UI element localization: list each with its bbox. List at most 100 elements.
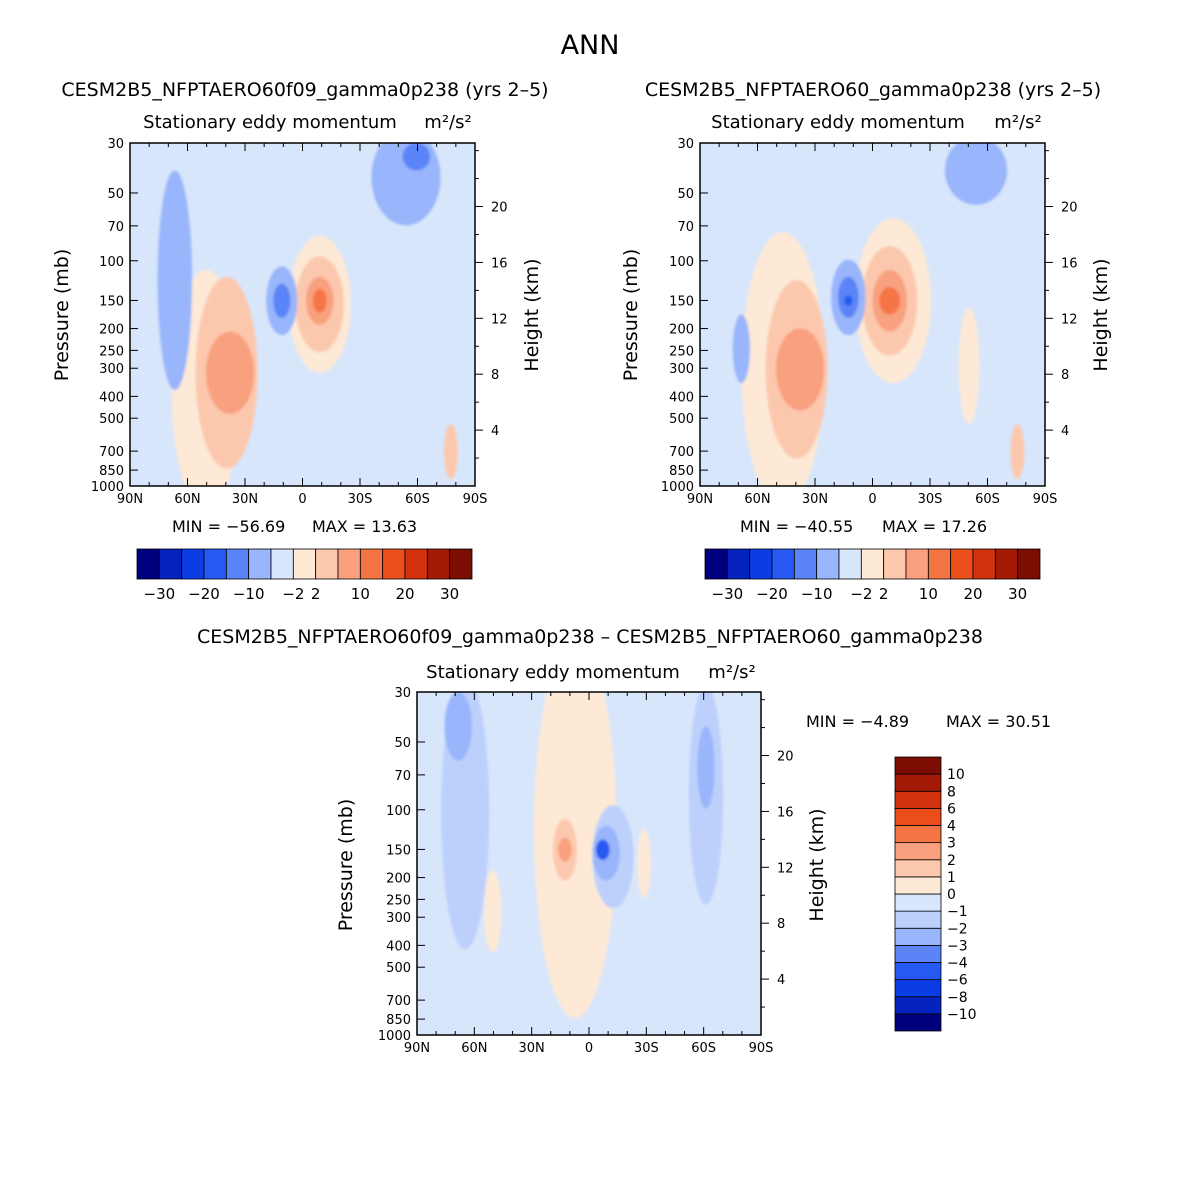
y-tick-label: 1000: [91, 480, 124, 495]
colorbar-label: −10: [801, 585, 833, 603]
colorbar-swatch: [894, 825, 942, 844]
y-right-tick-label: 12: [491, 312, 508, 327]
x-tick-label: 60S: [975, 492, 1000, 507]
colorbar: −30 −20 −10 −2 2 10 20 30: [704, 548, 1041, 603]
y-right-tick-label: 4: [1061, 424, 1069, 439]
x-tick-label: 60S: [691, 1041, 716, 1056]
contour-region: [444, 692, 473, 761]
y-tick-label: 850: [669, 464, 694, 479]
x-tick-label: 30N: [802, 492, 828, 507]
y-tick-label: 30: [394, 686, 411, 701]
colorbar-swatch: [404, 548, 428, 580]
contour-region: [879, 287, 901, 315]
colorbar-label: −1: [947, 904, 968, 920]
y-tick-label: 500: [669, 412, 694, 427]
y-tick-label: 200: [99, 323, 124, 338]
colorbar-swatch: [972, 548, 996, 580]
y-tick-label: 150: [386, 843, 411, 858]
x-tick-label: 30S: [918, 492, 943, 507]
colorbar-label: −20: [756, 585, 788, 603]
contour-region: [775, 328, 825, 411]
max-label: MAX = 13.63: [312, 517, 417, 536]
panel-units: m²/s²: [424, 112, 471, 133]
colorbar-label: 10: [351, 585, 370, 603]
colorbar-label: −6: [947, 973, 968, 989]
y-tick-label: 250: [386, 893, 411, 908]
x-tick-label: 90S: [749, 1041, 774, 1056]
colorbar-label: 30: [1008, 585, 1027, 603]
colorbar-swatch: [726, 548, 751, 580]
colorbar-swatch: [894, 979, 942, 998]
colorbar-swatch: [838, 548, 862, 580]
colorbar-label: 4: [947, 819, 956, 835]
colorbar-swatch: [894, 910, 942, 929]
panel-top-left: CESM2B5_NFPTAERO60f09_gamma0p238 (yrs 2–…: [51, 79, 549, 603]
x-tick-label: 30N: [232, 492, 258, 507]
colorbar-swatch: [994, 548, 1019, 580]
y-tick-label: 700: [386, 994, 411, 1009]
contour-region: [637, 829, 651, 898]
x-tick-label: 60S: [405, 492, 430, 507]
colorbar-swatch: [771, 548, 795, 580]
colorbar-swatch: [950, 548, 974, 580]
x-tick-label: 0: [868, 492, 876, 507]
colorbar-label: −2: [850, 585, 872, 603]
colorbar-swatch: [894, 1013, 942, 1032]
colorbar-label: −3: [947, 938, 968, 954]
panel-subtitle: Stationary eddy momentum: [143, 112, 397, 133]
contour-region: [558, 837, 572, 862]
y-right-tick-label: 20: [777, 750, 794, 765]
y-right-tick-label: 20: [1061, 201, 1078, 216]
colorbar-label: 20: [963, 585, 982, 603]
panel-subtitle: Stationary eddy momentum: [426, 662, 680, 683]
colorbar-label: −30: [712, 585, 744, 603]
colorbar-label: 10: [919, 585, 938, 603]
colorbar-swatch: [749, 548, 773, 580]
x-tick-label: 90N: [117, 492, 143, 507]
x-tick-label: 90S: [463, 492, 488, 507]
x-tick-label: 60N: [461, 1041, 487, 1056]
y-right-tick-label: 20: [491, 201, 508, 216]
colorbar-label: −2: [947, 921, 968, 937]
colorbar-label: −10: [947, 1007, 977, 1023]
y-right-tick-label: 16: [777, 805, 794, 820]
contour-plot: 90N 60N 30N 0 30S 60S 90S 30 50 70 100 150 200 250 300…: [661, 137, 1078, 507]
colorbar-swatch: [894, 876, 942, 895]
colorbar-label: −4: [947, 956, 968, 972]
contour-region: [443, 424, 458, 480]
colorbar-swatch: [426, 548, 451, 580]
colorbar-label: 1: [947, 870, 956, 886]
contour-region: [844, 295, 853, 306]
y-tick-label: 700: [99, 445, 124, 460]
colorbar-swatch: [894, 996, 942, 1015]
x-tick-label: 60N: [744, 492, 770, 507]
y-right-tick-label: 8: [777, 917, 785, 932]
colorbar-label: −2: [282, 585, 304, 603]
y-tick-label: 50: [394, 736, 411, 751]
y-tick-label: 100: [99, 255, 124, 270]
y-tick-label: 250: [669, 344, 694, 359]
x-tick-label: 0: [585, 1041, 593, 1056]
y-tick-label: 850: [99, 464, 124, 479]
y-tick-label: 300: [669, 362, 694, 377]
panel-top-right: CESM2B5_NFPTAERO60_gamma0p238 (yrs 2–5) …: [620, 79, 1112, 603]
panel-bottom-difference: CESM2B5_NFPTAERO60f09_gamma0p238 – CESM2…: [197, 626, 1051, 1056]
colorbar-swatch: [1017, 548, 1041, 580]
min-label: MIN = −40.55: [740, 517, 853, 536]
y-tick-label: 300: [386, 911, 411, 926]
colorbar-label: 2: [947, 853, 956, 869]
y-axis-label-right: Height (km): [1090, 258, 1112, 371]
y-tick-label: 30: [107, 137, 124, 152]
colorbar-swatch: [894, 962, 942, 981]
colorbar-swatch: [337, 548, 361, 580]
x-tick-label: 90N: [404, 1041, 430, 1056]
contour-plot: 90N 60N 30N 0 30S 60S 90S 30 50 70 100 150 200 250 300…: [378, 686, 794, 1056]
contour-region: [1010, 424, 1025, 480]
colorbar-label: 20: [395, 585, 414, 603]
contour-region: [484, 870, 502, 953]
contour-region: [732, 314, 751, 384]
colorbar-swatch: [793, 548, 818, 580]
y-tick-label: 150: [669, 294, 694, 309]
